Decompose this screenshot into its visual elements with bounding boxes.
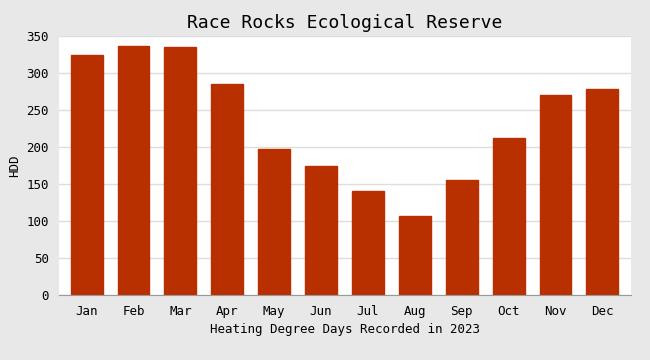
Y-axis label: HDD: HDD: [8, 154, 21, 177]
Bar: [352, 191, 384, 295]
Bar: [586, 89, 618, 295]
Title: Race Rocks Ecological Reserve: Race Rocks Ecological Reserve: [187, 14, 502, 32]
Bar: [211, 84, 243, 295]
Bar: [305, 166, 337, 295]
Bar: [399, 216, 431, 295]
Bar: [118, 46, 150, 295]
X-axis label: Heating Degree Days Recorded in 2023: Heating Degree Days Recorded in 2023: [209, 324, 480, 337]
Bar: [493, 138, 525, 295]
Bar: [540, 95, 571, 295]
Bar: [164, 47, 196, 295]
Bar: [71, 54, 103, 295]
Bar: [258, 149, 290, 295]
Bar: [446, 180, 478, 295]
